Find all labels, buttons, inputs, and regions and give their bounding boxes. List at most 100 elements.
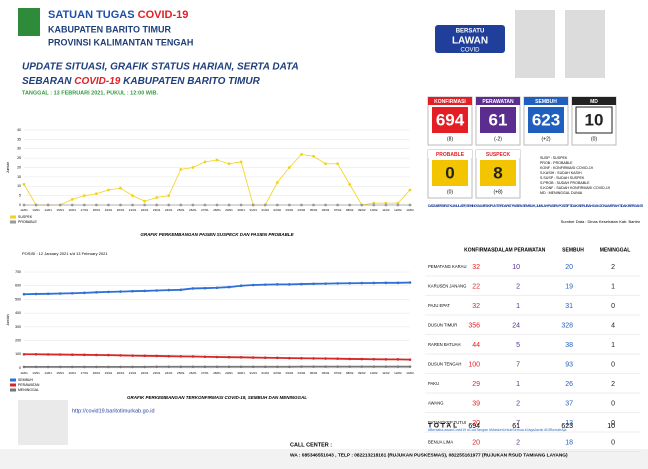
table-cell: 13	[565, 420, 573, 427]
logo-box	[435, 25, 505, 53]
x-tick-label: 24/01	[165, 371, 173, 375]
point	[191, 365, 195, 369]
point	[408, 203, 412, 207]
point	[70, 203, 74, 207]
point	[155, 203, 159, 207]
point	[372, 281, 376, 285]
abbr-note: MD : MENINGGAL DUNIA	[540, 191, 583, 195]
point	[34, 365, 38, 369]
x-tick-label: 13/01	[32, 208, 40, 212]
table-cell: 10	[512, 264, 520, 271]
x-tick-label: 10/02	[370, 208, 378, 212]
total-cell: 61	[512, 423, 520, 430]
point	[227, 285, 231, 289]
x-tick-label: 31/01	[249, 371, 257, 375]
y-tick-label: 35	[17, 137, 21, 141]
point	[336, 357, 339, 360]
point	[107, 290, 110, 294]
table-cell: 0	[611, 439, 615, 446]
point	[396, 358, 400, 361]
logo-text: COVID	[460, 48, 480, 54]
x-tick-label: 14/01	[44, 208, 52, 212]
table-cell: 2	[516, 439, 520, 446]
point	[227, 365, 231, 369]
point	[312, 357, 315, 360]
chart-position: POSISI : 12 January 2021 s/d 13 February…	[22, 251, 108, 256]
district: DUSUN TENGAH	[428, 362, 461, 367]
hashtags: #BersatuLawanCovid19 #CuciTangan #Masker…	[428, 428, 566, 432]
stat-label: SEMBUH	[535, 99, 557, 105]
stat-delta: (8)	[447, 136, 453, 142]
point	[263, 283, 267, 286]
total-label: TOTAL	[428, 423, 459, 430]
stat-delta: (-2)	[494, 136, 502, 142]
point	[360, 357, 364, 361]
x-tick-label: 14/01	[44, 371, 52, 375]
x-tick-label: 07/02	[334, 371, 342, 375]
table-cell: 0	[611, 303, 615, 310]
point	[167, 194, 171, 198]
point	[82, 203, 86, 207]
point	[263, 356, 267, 360]
date: TANGGAL : 13 FEBRUARI 2021, PUKUL : 12:0…	[22, 90, 158, 96]
point	[34, 203, 38, 207]
table-cell: 2	[516, 400, 520, 407]
point	[179, 355, 183, 358]
y-tick-label: 300	[15, 325, 21, 329]
x-tick-label: 26/01	[189, 371, 197, 375]
x-tick-label: 27/01	[201, 371, 209, 375]
province: PROVINSI KALIMANTAN TENGAH	[48, 37, 193, 47]
point	[227, 162, 231, 166]
point	[384, 365, 388, 368]
x-tick-label: 02/02	[274, 208, 282, 212]
y-tick-label: 5	[19, 194, 21, 198]
point	[22, 292, 26, 296]
y-tick-label: 20	[17, 165, 21, 169]
y-tick-label: 25	[17, 156, 21, 160]
table-header: SEMBUH	[562, 247, 584, 253]
point	[58, 365, 62, 369]
x-tick-label: 25/01	[177, 208, 185, 212]
point	[46, 365, 50, 369]
x-tick-label: 06/02	[322, 371, 330, 375]
point	[276, 283, 279, 286]
abbr-note: S.PROB : SUDAH PROBABLE	[540, 181, 590, 185]
point	[288, 283, 291, 286]
point	[34, 292, 38, 296]
legend-swatch	[10, 383, 16, 387]
x-tick-label: 13/02	[406, 208, 414, 212]
stat-header	[428, 150, 472, 158]
point	[215, 286, 219, 290]
x-tick-label: 05/02	[310, 371, 318, 375]
x-tick-label: 16/01	[68, 208, 76, 212]
url[interactable]: http://covid19.baritotimurkab.go.id	[72, 408, 155, 414]
abbr-note: PROB : PROBABLE	[540, 161, 573, 165]
point	[251, 203, 255, 207]
point	[107, 365, 110, 369]
table-cell: 2	[516, 283, 520, 290]
x-tick-label: 04/02	[298, 371, 306, 375]
district: RAREN BATUAH	[428, 342, 461, 347]
point	[167, 203, 171, 207]
source: Sumber Data : Dinas Kesehatan Kab. Barti…	[561, 219, 641, 224]
point	[384, 358, 388, 361]
y-tick-label: 500	[15, 297, 21, 301]
abbr-note: SUSP : SUSPEK	[540, 156, 568, 160]
legend-label: PERAWATAN	[18, 383, 40, 387]
table-header: MENINGGAL	[600, 247, 631, 253]
x-tick-label: 13/02	[406, 371, 414, 375]
point	[300, 203, 303, 207]
point	[131, 365, 134, 369]
poster	[18, 400, 68, 445]
point	[360, 281, 364, 285]
x-tick-label: 12/02	[394, 208, 402, 212]
point	[348, 281, 351, 285]
x-tick-label: 09/02	[358, 371, 366, 375]
point	[119, 203, 122, 207]
point	[22, 182, 26, 186]
table-cell: 1	[611, 342, 615, 349]
stat-panel	[480, 107, 516, 133]
point	[324, 203, 327, 207]
point	[107, 203, 110, 207]
